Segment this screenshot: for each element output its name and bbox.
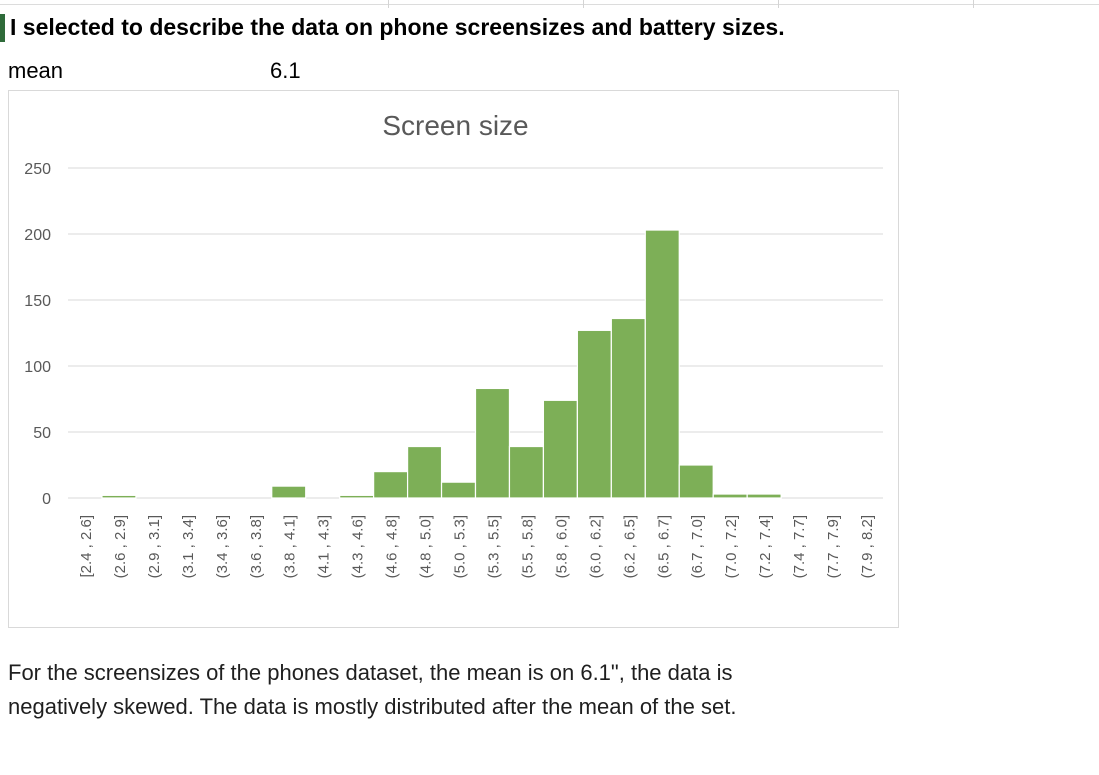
histogram-bar: [101, 494, 137, 499]
x-tick-label: (7.0 , 7.2]: [723, 515, 740, 578]
heading-text[interactable]: I selected to describe the data on phone…: [10, 14, 785, 40]
chart-title: Screen size: [382, 110, 528, 141]
sheet-column-divider: [973, 0, 974, 8]
analysis-paragraph[interactable]: For the screensizes of the phones datase…: [8, 656, 1088, 724]
x-tick-label: (4.6 , 4.8]: [384, 515, 401, 578]
x-tick-label: (6.5 , 6.7]: [655, 515, 672, 578]
x-tick-label: (6.7 , 7.0]: [689, 515, 706, 578]
x-tick-label: (3.4 , 3.6]: [214, 515, 231, 578]
sheet-column-divider: [778, 0, 779, 8]
y-tick-label: 200: [24, 227, 51, 244]
histogram-bar: [474, 387, 511, 499]
x-tick-label: (5.3 , 5.5]: [485, 515, 502, 578]
sheet-column-divider: [583, 0, 584, 8]
histogram-bar: [271, 485, 307, 499]
x-tick-label: (5.8 , 6.0]: [553, 515, 570, 578]
histogram-bar: [746, 493, 782, 499]
y-tick-label: 100: [24, 359, 51, 376]
x-tick-label: (4.1 , 4.3]: [316, 515, 333, 578]
x-tick-label: (2.6 , 2.9]: [112, 515, 129, 578]
paragraph-line: negatively skewed. The data is mostly di…: [8, 694, 737, 719]
paragraph-line: For the screensizes of the phones datase…: [8, 660, 733, 685]
histogram-bar: [542, 399, 578, 499]
y-tick-label: 0: [42, 491, 51, 508]
sheet-gridline: [0, 4, 1099, 5]
x-tick-label: (3.6 , 3.8]: [248, 515, 265, 578]
x-tick-label: (5.0 , 5.3]: [452, 515, 469, 578]
x-tick-label: (7.9 , 8.2]: [859, 515, 876, 578]
histogram-bar: [678, 464, 714, 499]
x-tick-label: (5.5 , 5.8]: [519, 515, 536, 578]
histogram-bar: [440, 481, 477, 499]
histogram-bar: [508, 445, 545, 499]
histogram-bar: [610, 317, 646, 499]
histogram-bar: [339, 494, 375, 499]
histogram-bar: [576, 329, 612, 499]
y-tick-label: 150: [24, 293, 51, 310]
histogram-bar: [373, 471, 409, 499]
mean-value[interactable]: 6.1: [270, 58, 301, 83]
x-tick-label: (7.4 , 7.7]: [791, 515, 808, 578]
x-tick-label: (6.0 , 6.2]: [587, 515, 604, 578]
histogram-bar: [644, 229, 680, 499]
y-tick-label: 50: [33, 425, 51, 442]
histogram-bar: [406, 445, 443, 499]
x-tick-label: (3.8 , 4.1]: [282, 515, 299, 578]
sheet-column-divider: [388, 0, 389, 8]
chart-canvas: Screen size 0 50 100 150 200 250 [2.4 , 2.6] (2.…: [24, 110, 883, 578]
histogram-chart[interactable]: Screen size 0 50 100 150 200 250 [2.4 , 2.6] (2.…: [8, 90, 899, 628]
histogram-bar: [712, 493, 748, 499]
mean-label[interactable]: mean: [8, 58, 64, 83]
x-tick-label: (3.1 , 3.4]: [180, 515, 197, 578]
x-tick-label: (7.7 , 7.9]: [825, 515, 842, 578]
x-tick-label: (2.9 , 3.1]: [146, 515, 163, 578]
x-tick-label: (7.2 , 7.4]: [757, 515, 774, 578]
x-tick-label: (6.2 , 6.5]: [621, 515, 638, 578]
x-tick-label: [2.4 , 2.6]: [78, 515, 95, 578]
x-tick-label: (4.3 , 4.6]: [350, 515, 367, 578]
active-cell-indicator[interactable]: [0, 14, 5, 42]
x-tick-label: (4.8 , 5.0]: [418, 515, 435, 578]
y-tick-label: 250: [24, 161, 51, 178]
